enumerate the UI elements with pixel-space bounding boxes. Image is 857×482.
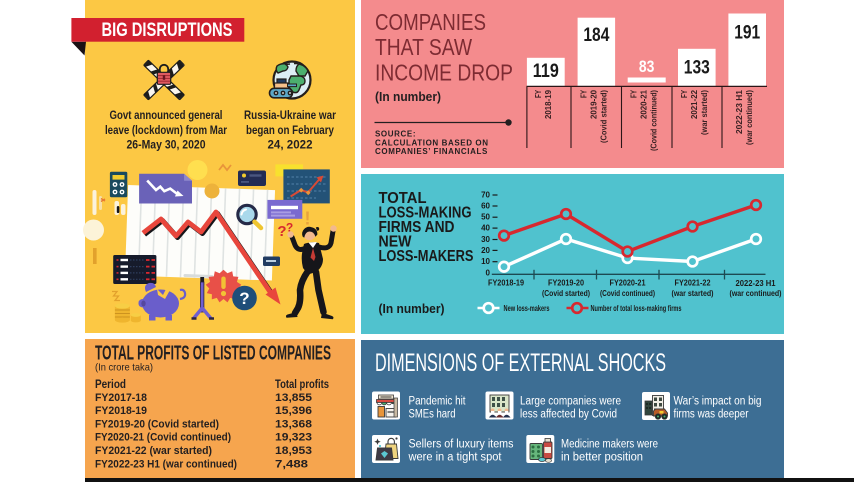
- svg-text:less affected by Covid: less affected by Covid: [520, 409, 617, 421]
- svg-text:LOSS-MAKERS: LOSS-MAKERS: [379, 248, 474, 265]
- svg-text:FY2021-22: FY2021-22: [675, 278, 711, 288]
- svg-text:(Covid started): (Covid started): [598, 90, 608, 143]
- svg-text:(war started): (war started): [699, 90, 709, 135]
- svg-text:FY2019-20 (Covid started): FY2019-20 (Covid started): [95, 418, 219, 430]
- svg-text:2018-19: 2018-19: [543, 90, 553, 119]
- svg-text:Number of total loss-making fi: Number of total loss-making firms: [591, 303, 682, 313]
- svg-text:FY2018-19: FY2018-19: [95, 405, 147, 417]
- svg-text:0: 0: [486, 269, 491, 278]
- svg-text:COMPANIES: COMPANIES: [375, 9, 486, 35]
- svg-text:BIG DISRUPTIONS: BIG DISRUPTIONS: [102, 20, 233, 41]
- svg-text:FY2022-23 H1 (war continued): FY2022-23 H1 (war continued): [95, 458, 237, 470]
- svg-text:191: 191: [734, 23, 760, 44]
- svg-text:26-May 30, 2020: 26-May 30, 2020: [127, 138, 206, 152]
- svg-text:COMPANIES’ FINANCIALS: COMPANIES’ FINANCIALS: [375, 147, 488, 156]
- svg-text:INCOME DROP: INCOME DROP: [375, 60, 513, 86]
- svg-text:7,488: 7,488: [275, 458, 308, 470]
- svg-text:Pandemic hit: Pandemic hit: [409, 396, 467, 408]
- svg-text:!: !: [305, 209, 311, 229]
- svg-text:(In crore taka): (In crore taka): [95, 362, 153, 374]
- svg-text:FY: FY: [578, 90, 588, 98]
- svg-text:133: 133: [684, 58, 710, 79]
- svg-text:(Covid continued): (Covid continued): [649, 90, 659, 151]
- svg-text:were in a tight spot: were in a tight spot: [408, 452, 503, 464]
- svg-text:FY2018-19: FY2018-19: [488, 278, 524, 288]
- svg-text:40: 40: [481, 224, 490, 233]
- svg-text:SMEs hard: SMEs hard: [409, 409, 456, 421]
- svg-text:30: 30: [481, 235, 490, 244]
- svg-text:(war started): (war started): [672, 288, 714, 298]
- svg-text:20: 20: [481, 246, 490, 255]
- svg-text:FY2020-21 (Covid continued): FY2020-21 (Covid continued): [95, 432, 231, 444]
- svg-text:War’s impact on big: War’s impact on big: [674, 396, 762, 408]
- svg-text:New loss-makers: New loss-makers: [504, 303, 550, 313]
- svg-text:firms was deeper: firms was deeper: [674, 409, 749, 421]
- svg-text:(war continued): (war continued): [730, 288, 782, 298]
- svg-text:THAT SAW: THAT SAW: [375, 34, 472, 60]
- svg-text:13,855: 13,855: [275, 392, 312, 404]
- svg-text:Period: Period: [95, 379, 126, 391]
- svg-text:?: ?: [277, 223, 286, 240]
- svg-text:SOURCE:: SOURCE:: [375, 130, 416, 139]
- svg-text:Large companies were: Large companies were: [520, 396, 621, 408]
- svg-text:19,323: 19,323: [275, 432, 312, 444]
- svg-text:FY2021-22 (war started): FY2021-22 (war started): [95, 445, 212, 457]
- svg-text:FY2019-20: FY2019-20: [548, 278, 584, 288]
- svg-text:(war continued): (war continued): [744, 90, 754, 145]
- svg-text:Govt announced general: Govt announced general: [110, 108, 223, 122]
- svg-text:Total profits: Total profits: [275, 379, 329, 391]
- svg-text:FY2020-21: FY2020-21: [610, 278, 646, 288]
- svg-text:Sellers of luxury items: Sellers of luxury items: [409, 439, 514, 451]
- svg-text:Medicine makers were: Medicine makers were: [561, 439, 658, 451]
- svg-text:FY: FY: [533, 90, 543, 98]
- svg-text:2019-20: 2019-20: [588, 90, 598, 119]
- svg-text:?: ?: [239, 289, 249, 308]
- svg-text:(In number): (In number): [379, 301, 445, 316]
- svg-text:13,368: 13,368: [275, 418, 312, 430]
- svg-text:2021-22: 2021-22: [689, 90, 699, 119]
- svg-text:15,396: 15,396: [275, 405, 312, 417]
- svg-text:leave (lockdown) from Mar: leave (lockdown) from Mar: [105, 123, 227, 137]
- svg-text:LOSS-MAKING: LOSS-MAKING: [379, 205, 472, 222]
- svg-text:(Covid continued): (Covid continued): [600, 288, 655, 298]
- svg-text:TOTAL: TOTAL: [379, 190, 427, 207]
- svg-text:10: 10: [481, 257, 490, 266]
- svg-text:2020-21: 2020-21: [639, 90, 649, 119]
- svg-text:DIMENSIONS OF EXTERNAL SHOCKS: DIMENSIONS OF EXTERNAL SHOCKS: [375, 349, 666, 377]
- svg-text:FY2017-18: FY2017-18: [95, 392, 147, 404]
- svg-text:(In number): (In number): [375, 89, 441, 104]
- svg-text:began on February: began on February: [246, 123, 334, 137]
- svg-text:CALCULATION BASED ON: CALCULATION BASED ON: [375, 138, 489, 147]
- svg-text:24, 2022: 24, 2022: [268, 138, 313, 152]
- svg-text:50: 50: [481, 213, 490, 222]
- svg-text:184: 184: [583, 25, 609, 46]
- svg-text:70: 70: [481, 191, 490, 200]
- svg-text:NEW: NEW: [379, 234, 413, 251]
- svg-text:18,953: 18,953: [275, 445, 312, 457]
- svg-text:60: 60: [481, 202, 490, 211]
- svg-text:2022-23 H1: 2022-23 H1: [736, 278, 776, 288]
- svg-text:in better position: in better position: [561, 452, 643, 464]
- svg-text:FY: FY: [629, 90, 639, 98]
- svg-text:(Covid started): (Covid started): [542, 288, 590, 298]
- svg-text:83: 83: [639, 57, 655, 76]
- svg-text:119: 119: [533, 61, 559, 82]
- svg-text:TOTAL PROFITS OF LISTED COMPAN: TOTAL PROFITS OF LISTED COMPANIES: [95, 343, 331, 365]
- svg-text:?: ?: [286, 221, 293, 235]
- svg-text:FY: FY: [679, 90, 689, 98]
- svg-text:FIRMS AND: FIRMS AND: [379, 219, 455, 236]
- svg-text:2022-23 H1: 2022-23 H1: [734, 90, 744, 134]
- svg-text:Russia-Ukraine war: Russia-Ukraine war: [244, 108, 336, 122]
